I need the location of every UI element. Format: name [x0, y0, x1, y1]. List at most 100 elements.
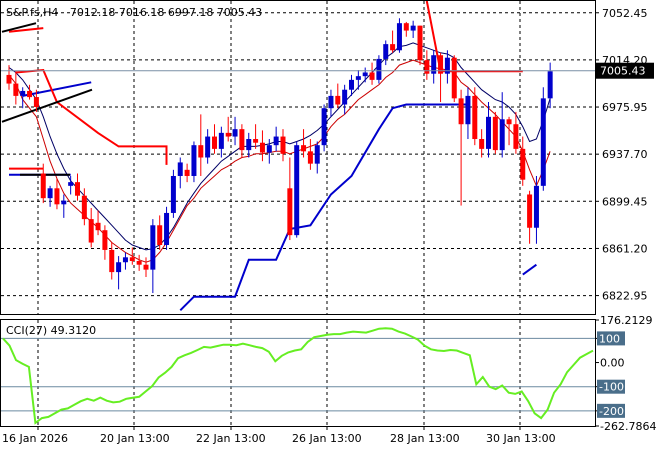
candle-body	[513, 124, 519, 149]
candle-body	[246, 139, 252, 151]
candle-body	[136, 261, 142, 265]
candle-body	[527, 194, 533, 228]
candle-body	[390, 44, 396, 51]
candle-body	[6, 74, 12, 84]
cci-title: CCI(27) 49.3120	[6, 324, 96, 337]
chart-title: S&P.fs,H4 7012.18 7016.18 6997.18 7005.4…	[6, 6, 262, 19]
candle-body	[307, 151, 313, 164]
candle-body	[27, 90, 33, 98]
candle-body	[444, 57, 450, 74]
candle-body	[205, 136, 211, 158]
candle-body	[465, 95, 471, 125]
trail-segment	[522, 263, 537, 276]
cci-level-label-bg	[597, 379, 625, 394]
candle-body	[33, 97, 39, 107]
candle-body	[342, 89, 348, 105]
candle-body	[410, 25, 416, 31]
price-pane-border	[0, 0, 596, 315]
price-gridlines	[1, 1, 595, 314]
candle-body	[349, 79, 354, 90]
candle-body	[451, 57, 457, 99]
candle-body	[547, 71, 553, 99]
candle-body	[75, 182, 80, 196]
candle-body	[198, 145, 204, 158]
candle-body	[533, 185, 539, 228]
cci-series-line	[2, 327, 594, 425]
candle-body	[225, 132, 231, 137]
candle-body	[294, 145, 300, 236]
candle-body	[191, 145, 197, 176]
candle-body	[301, 145, 307, 152]
candle-body	[88, 219, 94, 243]
candle-body	[540, 98, 546, 186]
candle-body	[403, 23, 409, 31]
cci-level-label: -100	[599, 381, 624, 394]
candle-body	[109, 249, 115, 273]
trail-segment	[15, 68, 168, 165]
chart-ohlc: 7012.18 7016.18 6997.18 7005.43	[70, 6, 262, 19]
candle-body	[335, 95, 341, 105]
candle-body	[157, 225, 163, 245]
current-price-label: 7005.43	[600, 65, 646, 78]
candle-body	[499, 119, 505, 151]
cci-tick-label: 176.2129	[600, 314, 653, 327]
trendline-top	[1, 22, 37, 33]
candle-body	[95, 222, 101, 231]
candle-body	[362, 72, 368, 77]
trail-segment	[22, 81, 92, 97]
cci-pane: CCI(27) 49.3120	[0, 319, 596, 427]
current-price-label-bg	[596, 62, 654, 79]
trendline-lower	[1, 88, 93, 123]
candle-body	[369, 72, 375, 80]
candle-body	[143, 264, 149, 270]
candle-body	[102, 230, 108, 250]
x-tick-label: 22 Jan 13:00	[196, 432, 266, 445]
candle-body	[259, 142, 265, 153]
candle-body	[431, 55, 437, 74]
slow-ma-line	[8, 42, 551, 251]
candle-body	[486, 116, 491, 149]
candle-body	[129, 257, 135, 262]
x-tick-label: 28 Jan 13:00	[390, 432, 460, 445]
candle-body	[458, 98, 464, 125]
candle-body	[122, 257, 128, 263]
time-axis: 16 Jan 2026 20 Jan 13:00 22 Jan 13:00 26 Ja…	[2, 426, 556, 445]
candle-body	[68, 182, 74, 186]
candle-body	[218, 132, 224, 149]
candle-body	[47, 188, 53, 199]
candle-body	[54, 188, 60, 205]
y-tick-label: 6937.70	[602, 148, 648, 161]
candle-body	[164, 212, 170, 245]
candle-body	[20, 90, 26, 96]
candle-body	[232, 129, 238, 137]
candle-body	[472, 95, 478, 140]
candle-body	[280, 136, 286, 154]
x-tick-label: 26 Jan 13:00	[292, 432, 362, 445]
cci-level-label-bg	[597, 331, 625, 346]
candle-body	[506, 119, 512, 125]
price-pane: S&P.fs,H4 7012.18 7016.18 6997.18 7005.4…	[0, 0, 596, 315]
candle-body	[355, 76, 361, 80]
candle-body	[321, 108, 327, 146]
candle-body	[287, 188, 293, 236]
y-tick-label: 6822.95	[602, 290, 648, 303]
y-tick-label: 6975.95	[602, 101, 648, 114]
candle-body	[492, 116, 498, 151]
cci-level-label-bg	[597, 403, 625, 418]
y-tick-label: 6899.45	[602, 195, 648, 208]
candle-body	[424, 60, 430, 74]
candle-body	[239, 129, 245, 151]
cci-level-label: 100	[599, 332, 620, 345]
price-axis: 7052.457014.206975.956937.706899.456861.…	[595, 7, 654, 303]
candle-body	[314, 145, 320, 164]
candle-body	[253, 139, 259, 143]
candle-body	[150, 225, 156, 270]
cci-gridlines	[1, 320, 595, 426]
candle-body	[184, 169, 190, 176]
x-tick-label: 30 Jan 13:00	[486, 432, 556, 445]
cci-tick-label: -262.7864	[600, 420, 656, 433]
trail-segment	[179, 103, 468, 312]
trail-segment	[8, 27, 44, 33]
candlesticks	[6, 18, 553, 294]
